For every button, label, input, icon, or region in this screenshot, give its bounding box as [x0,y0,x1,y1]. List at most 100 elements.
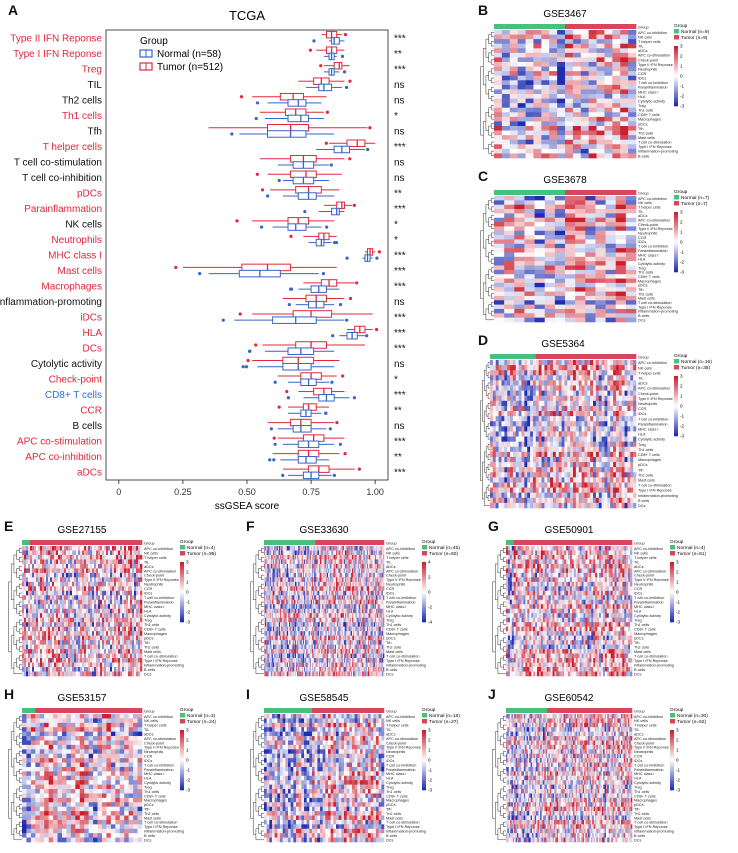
heatmap-cell [584,375,587,380]
tumor-outlier [355,281,358,284]
heatmap-cell [516,482,519,487]
heatmap-cell [612,144,620,149]
heatmap-cell [593,462,596,467]
heatmap-cell [98,613,100,618]
heatmap-cell [74,627,76,632]
legend-label: Tumor (n=7) [681,201,708,207]
heatmap-cell [595,218,605,223]
heatmap-cell [510,401,513,406]
heatmap-cell [533,76,541,81]
heatmap-cell [584,386,587,391]
heatmap-cell [553,442,556,447]
significance-label: *** [394,328,406,339]
heatmap-cell [72,582,74,587]
heatmap-cell [507,360,510,365]
heatmap-cell [547,386,550,391]
heatmap-cell [94,631,96,636]
heatmap-cell [84,618,86,623]
heatmap-cell [96,577,98,582]
heatmap-cell [78,577,80,582]
heatmap-cell [74,586,76,591]
heatmap-cell [516,406,519,411]
heatmap-cell [627,391,630,396]
heatmap-cell [550,365,553,370]
heatmap-cell [630,488,633,493]
heatmap-cell [502,57,510,62]
heatmap-cell [36,582,38,587]
heatmap-cell [533,503,536,508]
heatmap-cell [26,559,28,564]
group-bar-cell [620,24,628,29]
heatmap-cell [108,577,110,582]
heatmap-cell [44,609,46,614]
heatmap-cell [579,477,582,482]
heatmap-cell [616,360,619,365]
heatmap-cell [68,573,70,578]
heatmap-cell [124,577,126,582]
heatmap-cell [564,437,567,442]
heatmap-cell [595,274,605,279]
heatmap-cell [124,654,126,659]
heatmap-cell [550,421,553,426]
significance-label: *** [394,282,406,293]
heatmap-cell [493,482,496,487]
heatmap-cell [116,586,118,591]
heatmap-cell [112,658,114,663]
heatmap-cell [544,391,547,396]
heatmap-cell [556,431,559,436]
heatmap-cell [132,600,134,605]
heatmap-cell [587,416,590,421]
heatmap-cell [541,112,549,117]
heatmap-cell [48,627,50,632]
heatmap-cell [581,103,589,108]
dendrogram-branch [486,39,489,57]
heatmap-cell [130,577,132,582]
heatmap-cell [78,609,80,614]
heatmap-cell [535,283,545,288]
heatmap-cell [132,559,134,564]
heatmap-cell [116,649,118,654]
heatmap-cell [62,658,64,663]
heatmap-cell [64,613,66,618]
heatmap-cell [610,416,613,421]
heatmap-cell [553,452,556,457]
heatmap-cell [136,559,138,564]
heatmap-cell [564,416,567,421]
dendrogram-branch [491,268,494,272]
heatmap-cell [494,309,504,314]
heatmap-cell [499,437,502,442]
heatmap-cell [565,149,573,154]
heatmap-cell [518,71,526,76]
heatmap-cell [54,573,56,578]
heatmap-cell [106,568,108,573]
heatmap-cell [140,609,142,614]
heatmap-cell [524,244,534,249]
heatmap-cell [606,261,616,266]
heatmap-cell [599,360,602,365]
heatmap-cell [527,365,530,370]
heatmap-cell [570,503,573,508]
dendrogram-branch [489,252,492,261]
heatmap-cell [42,573,44,578]
heatmap-cell [565,235,575,240]
heatmap-cell [625,488,628,493]
group-bar-cell [38,540,40,545]
tumor-box [337,202,345,209]
heatmap-cell [106,645,108,650]
heatmap-cell [581,76,589,81]
heatmap-cell [616,196,626,201]
heatmap-cell [94,640,96,645]
group-bar-cell [86,540,88,545]
heatmap-cell [102,627,104,632]
heatmap-cell [628,67,636,72]
heatmap-cell [22,595,24,600]
heatmap-cell [605,477,608,482]
heatmap-cell [26,564,28,569]
heatmap-cell [550,467,553,472]
heatmap-cell [120,573,122,578]
heatmap-cell [494,200,504,205]
heatmap-cell [136,568,138,573]
row-label: Inflammation-promoting [638,150,678,154]
heatmap-cell [118,663,120,668]
heatmap-cell [610,370,613,375]
